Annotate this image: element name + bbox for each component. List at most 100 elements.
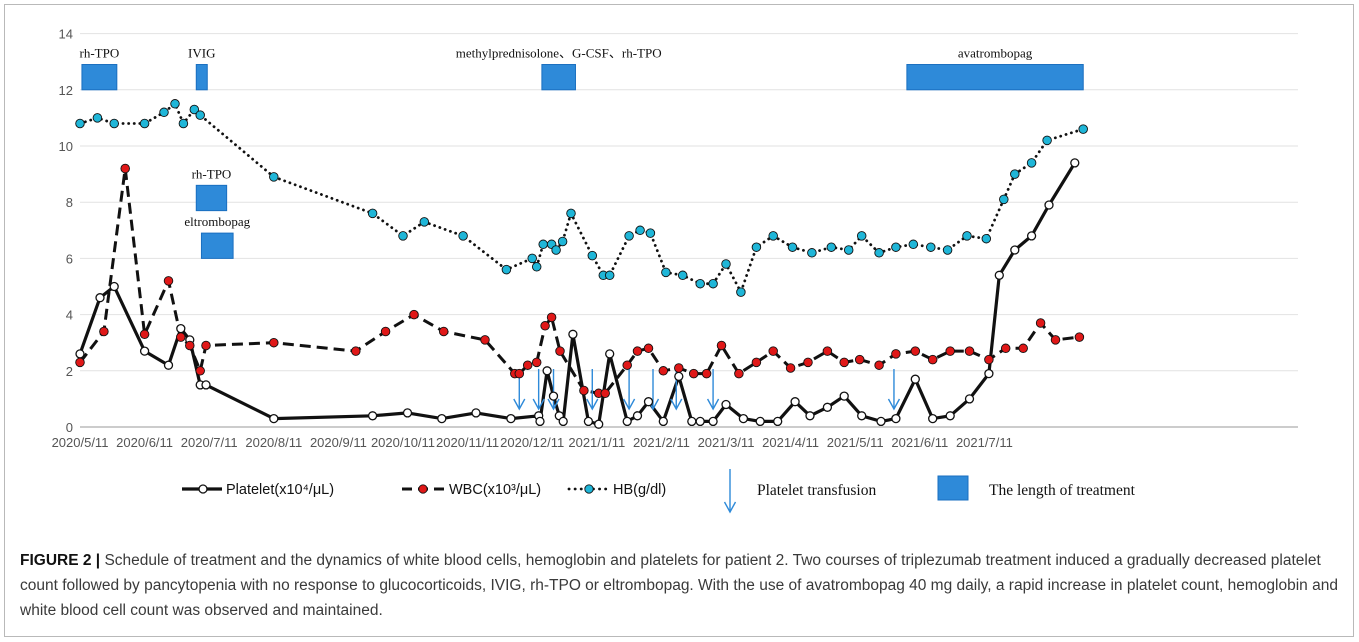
hb-point [195, 110, 205, 120]
wbc-point [785, 363, 796, 373]
hb-point [398, 231, 408, 241]
wbc-point [1074, 332, 1085, 342]
hb-point [751, 242, 762, 252]
wbc-point [540, 321, 550, 331]
wbc-point [891, 349, 901, 359]
series-line-wbc [78, 167, 1080, 395]
hb-point [624, 231, 634, 241]
y-tick-label: 4 [66, 308, 73, 323]
wbc-point [522, 360, 533, 370]
hb-point [109, 118, 119, 129]
hb-point [75, 118, 85, 129]
hb-point [999, 194, 1009, 205]
wbc-point [927, 354, 938, 365]
hb-point [604, 270, 615, 281]
platelet-point [542, 366, 552, 376]
hb-point [856, 231, 867, 241]
treatment-label: methylprednisolone、G-CSF、rh-TPO [456, 46, 662, 61]
wbc-point [964, 346, 975, 356]
series-line-platelet [78, 162, 1077, 426]
hb-point [942, 245, 953, 255]
x-tick-label: 2021/3/11 [698, 435, 755, 450]
legend-hb-marker [584, 484, 594, 494]
wbc-point [163, 276, 174, 286]
hb-point [708, 278, 718, 289]
hb-point [159, 107, 169, 118]
hb-point [566, 208, 576, 219]
wbc-point [99, 326, 109, 337]
platelet-point [695, 416, 705, 427]
platelet-point [755, 416, 765, 427]
wbc-point [658, 366, 669, 376]
wbc-point [120, 163, 130, 174]
treatment-bar [195, 64, 208, 91]
platelet-point [548, 391, 559, 401]
wbc-point [546, 312, 557, 323]
platelet-point [964, 394, 975, 404]
legend: Platelet(x10⁴/μL) WBC(x10³/μL) HB(g/dl) … [182, 469, 1136, 514]
platelet-point [269, 413, 279, 424]
transfusion-arrow [887, 369, 901, 411]
platelet-point [402, 408, 413, 418]
hb-point [1010, 169, 1020, 179]
x-tick-label: 2021/5/11 [827, 435, 884, 450]
hb-point [189, 104, 200, 115]
figure-frame [4, 4, 1354, 637]
x-tick-label: 2021/1/11 [568, 435, 625, 450]
x-axis-ticks: 2020/5/11 2020/6/11 2020/7/11 2020/8/11 2020… [52, 435, 1013, 450]
x-tick-label: 2020/5/11 [52, 435, 109, 450]
hb-point [926, 242, 936, 252]
hb-point [874, 248, 884, 258]
wbc-point [1000, 343, 1011, 354]
platelet-point [95, 293, 105, 303]
wbc-point [734, 368, 744, 379]
wbc-point [531, 357, 542, 368]
hb-point [1042, 135, 1052, 146]
series-markers [75, 99, 1088, 429]
platelet-point [367, 411, 378, 421]
hb-point [826, 242, 837, 252]
wbc-point [579, 385, 589, 396]
wbc-point [643, 343, 654, 354]
hb-point [677, 270, 688, 281]
treatment-label: IVIG [188, 46, 215, 61]
wbc-point [139, 329, 150, 340]
x-tick-label: 2020/7/11 [181, 435, 238, 450]
wbc-point [75, 357, 85, 368]
wbc-point [854, 354, 865, 365]
hb-point [92, 113, 103, 123]
hb-point [891, 242, 901, 252]
platelet-point [839, 391, 849, 401]
y-axis-ticks: 0 2 4 6 8 10 12 14 [59, 27, 73, 435]
platelet-point [721, 399, 731, 410]
hb-point [419, 217, 430, 227]
platelet-point [594, 419, 604, 429]
legend-platelet-label: Platelet(x10⁴/μL) [226, 482, 334, 498]
x-tick-label: 2020/11/11 [436, 435, 499, 450]
platelet-point [790, 397, 800, 407]
hb-point [501, 264, 512, 275]
wbc-point [701, 368, 712, 379]
x-tick-label: 2020/8/11 [245, 435, 302, 450]
treatment-label: avatrombopag [958, 46, 1033, 61]
y-tick-label: 2 [66, 364, 73, 379]
y-tick-label: 8 [66, 195, 73, 210]
transfusion-arrow [547, 369, 560, 411]
wbc-point [622, 360, 632, 370]
hb-point [527, 253, 537, 264]
legend-transfusion-label: Platelet transfusion [757, 482, 876, 499]
hb-point [645, 228, 656, 238]
platelet-point [994, 270, 1004, 280]
transfusion-arrow [586, 369, 599, 411]
hb-point [695, 278, 705, 289]
wbc-point [195, 366, 205, 376]
wbc-point [1018, 343, 1028, 354]
x-tick-label: 2020/12/11 [500, 435, 564, 450]
wbc-point [555, 346, 565, 356]
wbc-point [480, 335, 490, 345]
hb-point [587, 250, 598, 261]
platelet-point [658, 416, 668, 427]
hb-point [768, 231, 778, 241]
y-tick-label: 14 [59, 27, 73, 42]
platelet-point [1044, 200, 1054, 210]
